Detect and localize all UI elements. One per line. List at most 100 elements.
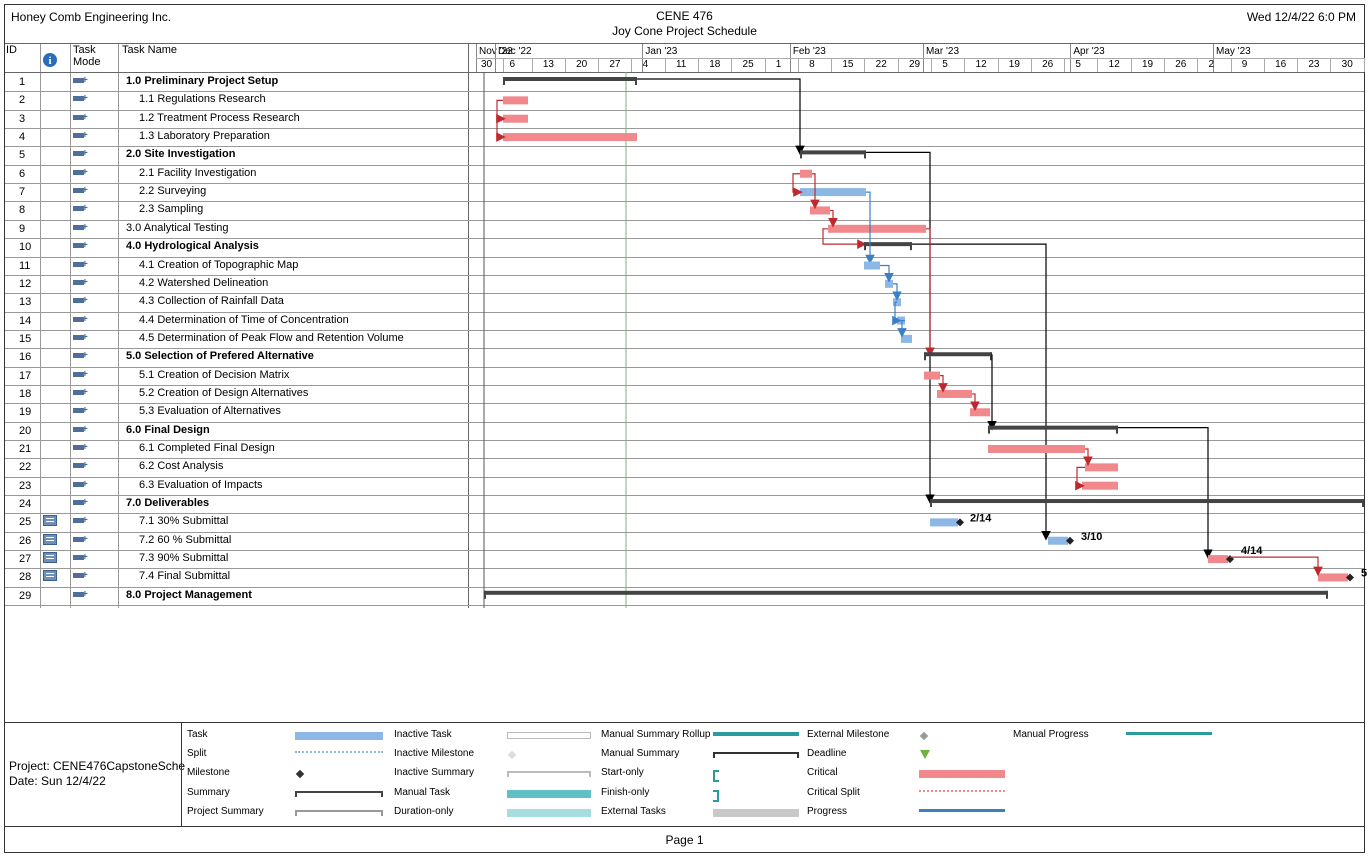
legend-finish-icon (713, 790, 719, 802)
table-row[interactable]: 4 1.3 Laboratory Preparation (5, 128, 468, 146)
task-name[interactable]: 5.1 Creation of Decision Matrix (139, 368, 290, 381)
timescale-week-divider (831, 58, 833, 72)
task-name[interactable]: 4.3 Collection of Rainfall Data (139, 295, 284, 308)
task-name[interactable]: 6.1 Completed Final Design (139, 442, 275, 454)
calendar-indicator-icon[interactable] (43, 515, 57, 527)
task-id: 25 (19, 516, 32, 529)
table-row[interactable]: 21 6.1 Completed Final Design (5, 440, 468, 458)
task-name[interactable]: 6.3 Evaluation of Impacts (139, 478, 263, 491)
critical-task-bar (828, 224, 926, 233)
dependency-link (1118, 427, 1213, 559)
calendar-indicator-icon[interactable] (43, 533, 57, 545)
task-name[interactable]: 6.2 Cost Analysis (139, 460, 224, 473)
legend-start-icon (713, 770, 719, 782)
task-name[interactable]: 4.4 Determination of Time of Concentrati… (139, 313, 349, 326)
dependency-link (897, 319, 907, 338)
info-icon[interactable]: i (42, 52, 58, 68)
calendar-indicator-icon[interactable] (43, 570, 57, 582)
table-row[interactable]: 24 7.0 Deliverables (5, 495, 468, 513)
task-name[interactable]: 5.0 Selection of Prefered Alternative (126, 350, 314, 363)
legend-label: Project Summary (187, 806, 264, 817)
task-name[interactable]: 1.3 Laboratory Preparation (139, 130, 270, 143)
row-divider (5, 568, 1364, 570)
gantt-chart: 2/14 3/10 4/14 5 (483, 72, 1367, 608)
table-row[interactable]: 20 6.0 Final Design (5, 422, 468, 440)
task-name[interactable]: 7.3 90% Submittal (139, 552, 229, 565)
summary-bar (800, 150, 866, 155)
table-row[interactable]: 22 6.2 Cost Analysis (5, 458, 468, 476)
task-id: 20 (19, 424, 32, 437)
table-row[interactable]: 3 1.2 Treatment Process Research (5, 110, 468, 128)
table-row[interactable]: 16 5.0 Selection of Prefered Alternative (5, 348, 468, 366)
task-name[interactable]: 1.1 Regulations Research (139, 93, 266, 106)
task-name[interactable]: 3.0 Analytical Testing (126, 221, 229, 234)
task-name[interactable]: 2.1 Facility Investigation (139, 166, 257, 179)
col-header-task-name[interactable]: Task Name (122, 44, 178, 56)
task-name[interactable]: 4.1 Creation of Topographic Map (139, 258, 299, 271)
table-row[interactable]: 2 1.1 Regulations Research (5, 91, 468, 109)
col-header-id[interactable]: ID (6, 44, 17, 56)
table-row[interactable]: 15 4.5 Determination of Peak Flow and Ret… (5, 330, 468, 348)
table-row[interactable]: 26 7.2 60 % Submittal (5, 532, 468, 550)
row-divider (5, 476, 1364, 478)
table-row[interactable]: 13 4.3 Collection of Rainfall Data (5, 293, 468, 311)
dependency-link (1083, 448, 1093, 467)
table-row[interactable]: 9 3.0 Analytical Testing (5, 220, 468, 238)
table-row[interactable]: 14 4.4 Determination of Time of Concentra… (5, 312, 468, 330)
task-name[interactable]: 7.4 Final Submittal (139, 570, 231, 583)
table-row[interactable]: 25 7.1 30% Submittal (5, 513, 468, 531)
task-name[interactable]: 7.0 Deliverables (126, 497, 210, 510)
task-name[interactable]: 2.3 Sampling (139, 203, 204, 216)
print-date: Wed 12/4/22 6:0 PM (1246, 10, 1356, 24)
col-header-task-mode[interactable]: Task Mode (73, 44, 101, 72)
task-name[interactable]: 5.3 Evaluation of Alternatives (139, 405, 281, 418)
row-divider (5, 348, 1364, 350)
table-row[interactable]: 17 5.1 Creation of Decision Matrix (5, 367, 468, 385)
task-id: 12 (19, 277, 32, 290)
table-row[interactable]: 1 1.0 Preliminary Project Setup (5, 73, 468, 91)
timescale-week-divider (1363, 58, 1365, 72)
task-name[interactable]: 7.2 60 % Submittal (139, 533, 232, 546)
timescale-day: 2 (1208, 59, 1215, 70)
timescale-day: 26 (1042, 59, 1054, 70)
task-name[interactable]: 7.1 30% Submittal (139, 515, 229, 528)
task-name[interactable]: 4.0 Hydrological Analysis (126, 240, 259, 253)
table-row[interactable]: 11 4.1 Creation of Topographic Map (5, 257, 468, 275)
legend-swatch (919, 809, 1005, 812)
task-id: 17 (19, 369, 32, 382)
table-row[interactable]: 12 4.2 Watershed Delineation (5, 275, 468, 293)
table-row[interactable]: 28 7.4 Final Submittal (5, 568, 468, 586)
table-row[interactable]: 6 2.1 Facility Investigation (5, 165, 468, 183)
task-name[interactable]: 1.0 Preliminary Project Setup (126, 75, 279, 87)
timescale-week-divider (1230, 58, 1232, 72)
task-name[interactable]: 4.5 Determination of Peak Flow and Reten… (139, 331, 404, 344)
auto-scheduled-icon (73, 479, 89, 491)
task-name[interactable]: 2.0 Site Investigation (126, 148, 236, 161)
task-name[interactable]: 5.2 Creation of Design Alternatives (139, 386, 309, 399)
task-name[interactable]: 6.0 Final Design (126, 423, 210, 436)
task-name[interactable]: 1.2 Treatment Process Research (139, 111, 300, 124)
milestone-date-label: 5 (1361, 567, 1367, 579)
auto-scheduled-icon (73, 240, 89, 252)
table-row[interactable]: 10 4.0 Hydrological Analysis (5, 238, 468, 256)
table-row[interactable]: 18 5.2 Creation of Design Alternatives (5, 385, 468, 403)
row-divider (5, 311, 1364, 313)
table-row[interactable]: 5 2.0 Site Investigation (5, 146, 468, 164)
table-row[interactable]: 19 5.3 Evaluation of Alternatives (5, 403, 468, 421)
dependency-link (938, 375, 948, 393)
table-row[interactable]: 29 8.0 Project Management (5, 587, 468, 605)
task-name[interactable]: 4.2 Watershed Delineation (139, 276, 269, 289)
calendar-indicator-icon[interactable] (43, 552, 57, 564)
task-name[interactable]: 8.0 Project Management (126, 588, 252, 601)
summary-bar-cap (800, 150, 802, 159)
timescale-day: 6 (509, 59, 516, 70)
table-row[interactable]: 7 2.2 Surveying (5, 183, 468, 201)
table-row[interactable]: 8 2.3 Sampling (5, 201, 468, 219)
dependency-link (637, 78, 805, 156)
legend-diamond-icon (295, 769, 305, 779)
table-row[interactable]: 27 7.3 90% Submittal (5, 550, 468, 568)
critical-task-bar (970, 408, 990, 417)
table-row[interactable]: 23 6.3 Evaluation of Impacts (5, 477, 468, 495)
dependency-link (970, 393, 980, 412)
task-name[interactable]: 2.2 Surveying (139, 185, 207, 198)
